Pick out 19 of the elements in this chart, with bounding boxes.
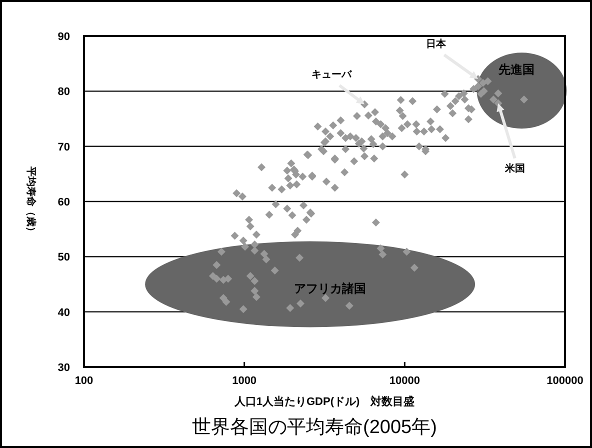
annotation: キューバ <box>312 69 353 80</box>
y-tick-label: 80 <box>58 86 70 98</box>
annotation: アフリカ諸国 <box>294 281 366 296</box>
x-tick-label: 1000 <box>232 375 257 387</box>
annotation: 米国 <box>504 162 526 174</box>
y-tick-label: 70 <box>58 141 70 154</box>
x-tick-label: 100 <box>74 375 94 387</box>
x-tick-label: 10000 <box>389 375 420 387</box>
annotation: 日本 <box>426 38 448 50</box>
y-tick-label: 40 <box>58 306 70 319</box>
y-tick-label: 90 <box>58 31 70 43</box>
y-axis-title: 平均寿命（歳） <box>25 166 37 236</box>
text: 世界各国の平均寿命(2005年) <box>192 417 437 438</box>
y-tick-label: 30 <box>58 362 70 374</box>
x-tick-label: 100000 <box>546 375 584 387</box>
annotation: 先進国 <box>498 62 535 77</box>
y-tick-label: 60 <box>58 196 70 208</box>
y-tick-label: 50 <box>58 252 70 264</box>
x-axis-title: 人口1人当たりGDP(ドル) 対数目盛 <box>233 395 415 408</box>
